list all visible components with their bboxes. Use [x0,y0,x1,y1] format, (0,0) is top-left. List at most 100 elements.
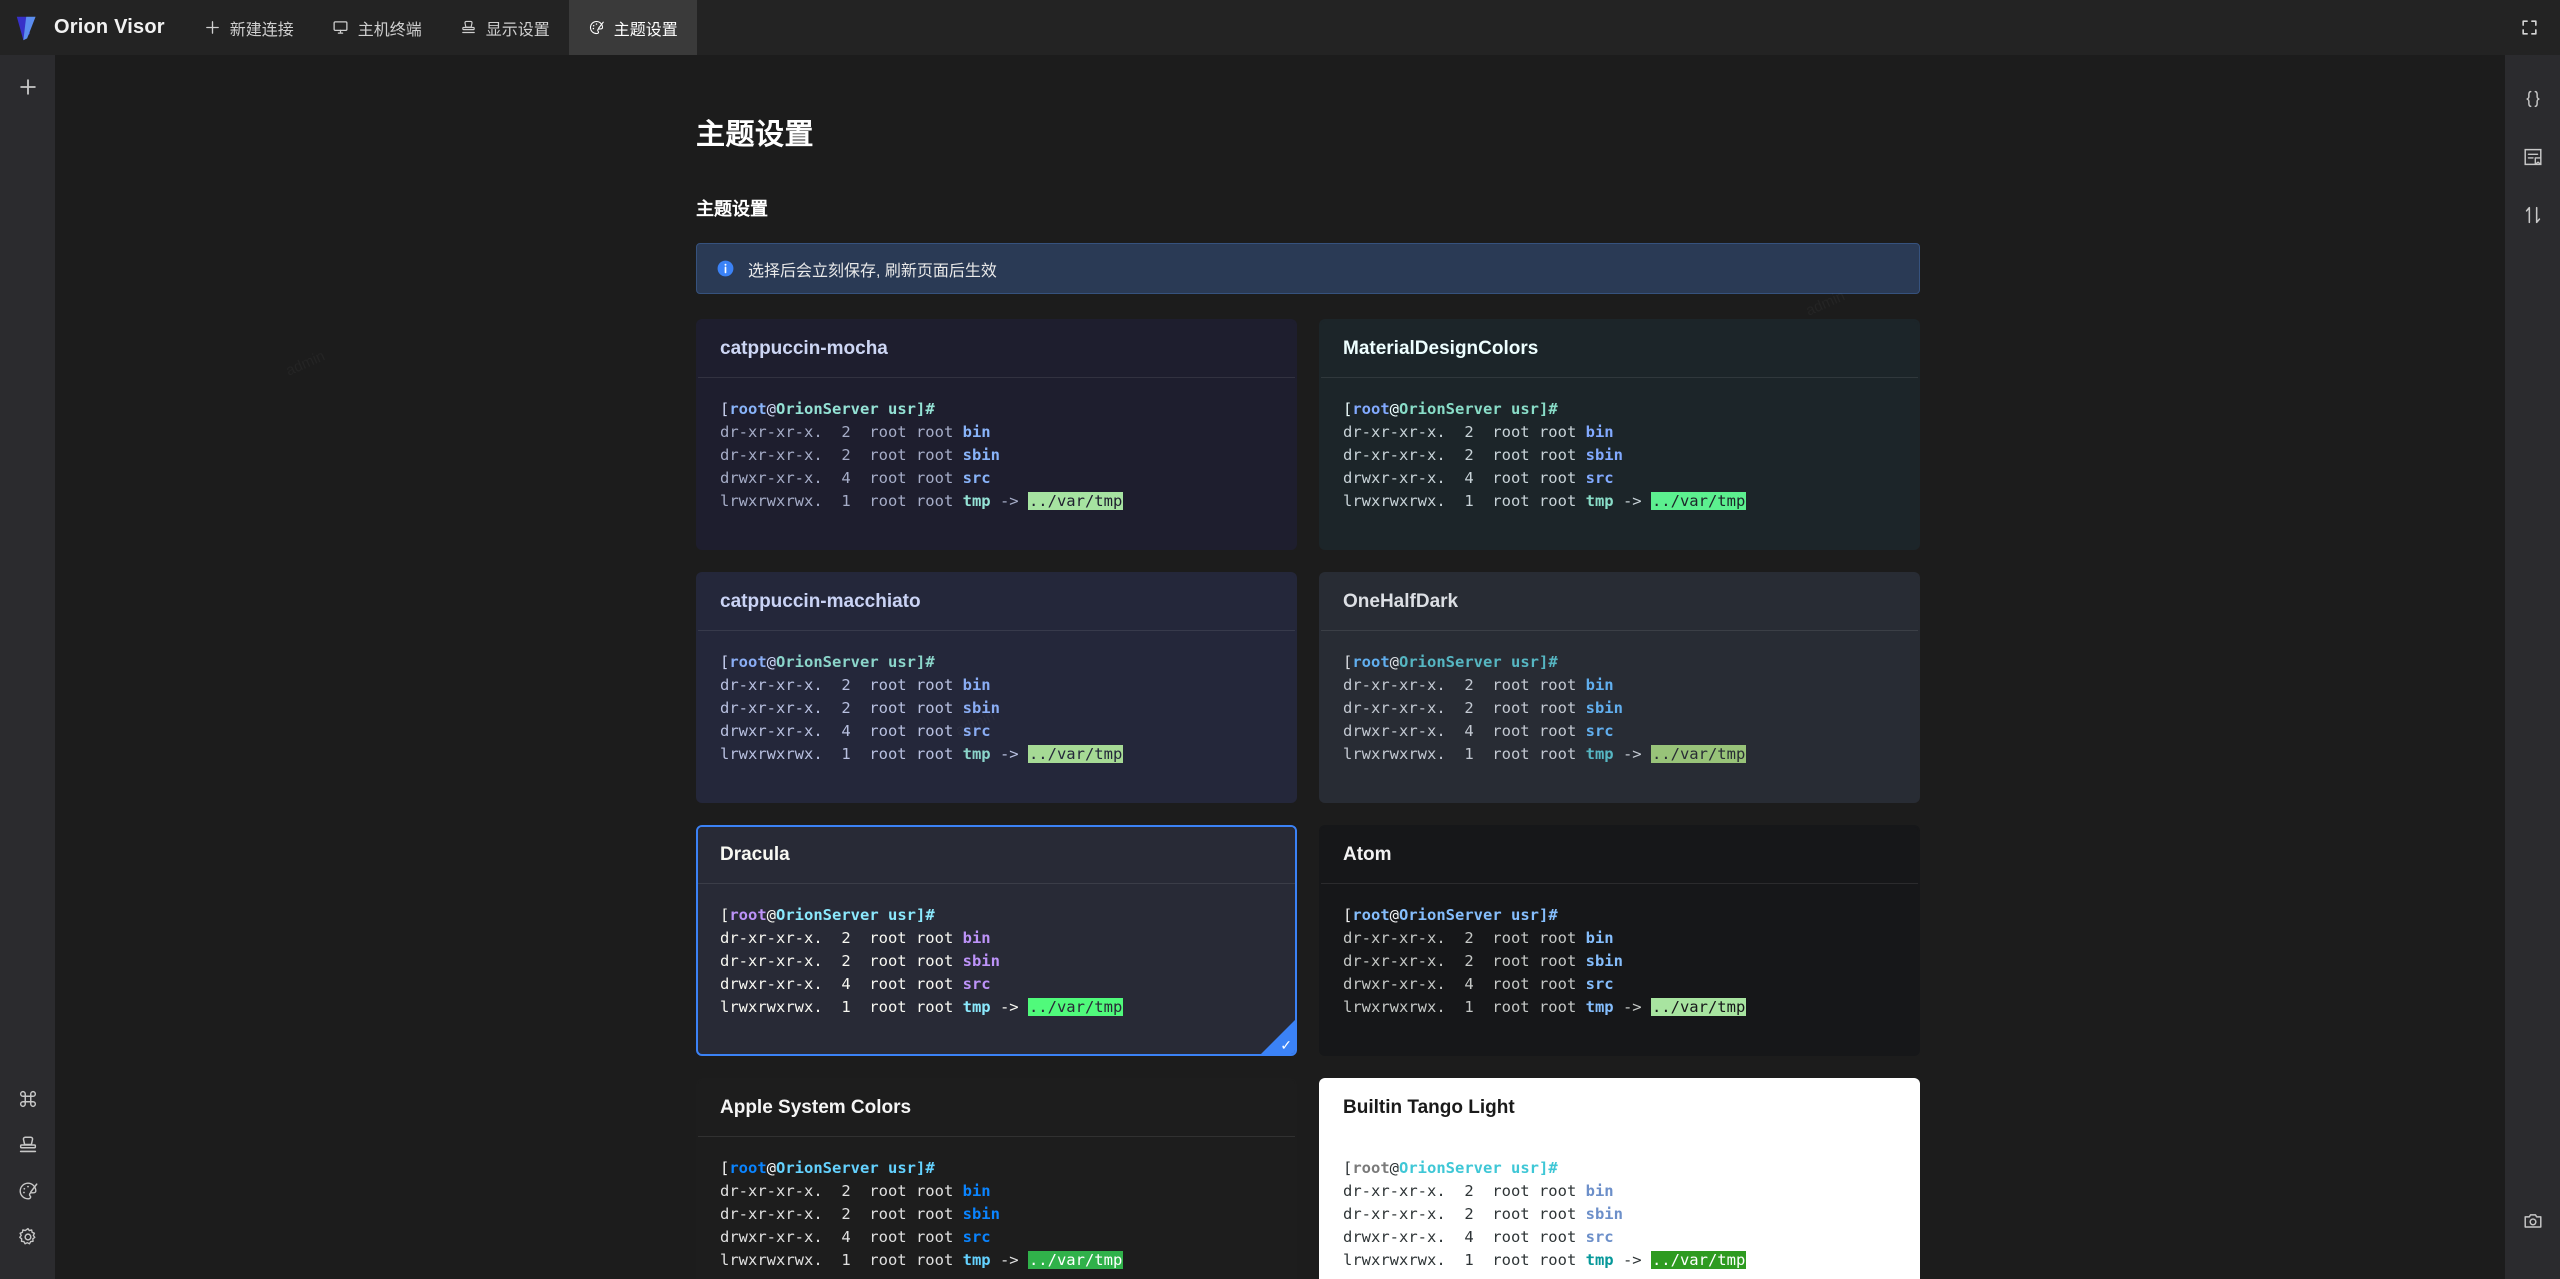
transfer-icon [2525,206,2540,224]
tab-new-connection[interactable]: 新建连接 [185,0,313,55]
theme-card[interactable]: Apple System Colors [root@OrionServer usr… [696,1078,1297,1279]
theme-grid: catppuccin-mocha [root@OrionServer usr]# d… [696,294,1920,1279]
stamp-icon [19,1136,36,1153]
theme-card-preview: [root@OrionServer usr]# dr-xr-xr-x. 2 roo… [1321,884,1918,1054]
terminal-row: lrwxrwxrwx. 1 root root tmp -> ../var/tm… [720,998,1124,1016]
snippet-icon [2523,148,2542,166]
alert-text: 选择后会立刻保存, 刷新页面后生效 [748,262,997,280]
theme-card-title: OneHalfDark [1321,574,1918,631]
terminal-row: dr-xr-xr-x. 2 root root bin [720,929,991,947]
camera-icon [2523,1214,2542,1228]
body: 主题设置 主题设置 选择后会立刻保存, 刷新页面后生效 catppuccin-m… [0,55,2560,1279]
theme-card-title: Builtin Tango Light [1321,1080,1918,1137]
terminal-row: dr-xr-xr-x. 2 root root bin [720,1182,991,1200]
terminal-row: lrwxrwxrwx. 1 root root tmp -> ../var/tm… [1343,492,1747,510]
tab-host-terminal[interactable]: 主机终端 [313,0,441,55]
brand-name: Orion Visor [54,16,165,38]
terminal-row: dr-xr-xr-x. 2 root root bin [720,423,991,441]
stamp-icon [461,20,475,34]
tab-display-settings[interactable]: 显示设置 [441,0,569,55]
tab-label: 主题设置 [613,21,678,39]
terminal-row: dr-xr-xr-x. 2 root root sbin [720,699,1000,717]
theme-card[interactable]: Builtin Tango Light [root@OrionServer usr… [1319,1078,1920,1279]
terminal-row: drwxr-xr-x. 4 root root src [1343,469,1614,487]
right-sidebar [2505,55,2560,1279]
theme-card-preview: [root@OrionServer usr]# dr-xr-xr-x. 2 roo… [1321,1137,1918,1279]
sidebar-item-screenshot[interactable] [2515,1203,2551,1239]
sidebar-item-settings[interactable] [10,1219,46,1255]
terminal-row: lrwxrwxrwx. 1 root root tmp -> ../var/tm… [1343,745,1747,763]
palette-icon [19,1182,37,1200]
sidebar-item-new-connection[interactable] [10,69,46,105]
theme-card-title: Dracula [698,827,1295,884]
theme-card[interactable]: OneHalfDark [root@OrionServer usr]# dr-xr-… [1319,572,1920,803]
sidebar-item-snippets[interactable] [2515,139,2551,175]
terminal-row: drwxr-xr-x. 4 root root src [1343,975,1614,993]
terminal-prompt: [root@OrionServer usr]# [1343,906,1558,924]
terminal-row: dr-xr-xr-x. 2 root root sbin [1343,1205,1623,1223]
theme-card-title: catppuccin-macchiato [698,574,1295,631]
theme-card-preview: [root@OrionServer usr]# dr-xr-xr-x. 2 roo… [1321,631,1918,801]
terminal-row: drwxr-xr-x. 4 root root src [720,469,991,487]
terminal-row: lrwxrwxrwx. 1 root root tmp -> ../var/tm… [720,745,1124,763]
sidebar-item-theme-settings[interactable] [10,1173,46,1209]
brand: Orion Visor [0,0,185,55]
theme-card[interactable]: MaterialDesignColors [root@OrionServer us… [1319,319,1920,550]
tab-label: 新建连接 [229,21,294,39]
theme-card[interactable]: catppuccin-macchiato [root@OrionServer us… [696,572,1297,803]
command-icon [19,1090,36,1108]
tab-label: 主机终端 [357,21,422,39]
terminal-row: dr-xr-xr-x. 2 root root sbin [1343,952,1623,970]
check-icon: ✓ [1280,1037,1292,1053]
terminal-row: dr-xr-xr-x. 2 root root sbin [1343,699,1623,717]
monitor-icon [333,21,348,34]
selected-check-corner [1261,1020,1295,1054]
orion-visor-logo-icon [16,16,36,40]
terminal-row: drwxr-xr-x. 4 root root src [720,722,991,740]
terminal-row: drwxr-xr-x. 4 root root src [720,1228,991,1246]
terminal-prompt: [root@OrionServer usr]# [1343,653,1558,671]
terminal-prompt: [root@OrionServer usr]# [1343,1159,1558,1177]
theme-card-preview: [root@OrionServer usr]# dr-xr-xr-x. 2 roo… [698,884,1295,1054]
theme-card-title: MaterialDesignColors [1321,321,1918,378]
sidebar-item-transfer[interactable] [2515,197,2551,233]
theme-card-title: catppuccin-mocha [698,321,1295,378]
plus-icon [205,21,219,34]
theme-card[interactable]: catppuccin-mocha [root@OrionServer usr]# d… [696,319,1297,550]
topbar-spacer [697,0,2512,55]
tab-theme-settings[interactable]: 主题设置 [568,0,697,55]
sidebar-item-command[interactable] [10,1081,46,1117]
top-tabs: 新建连接 主机终端 显示设置 [185,0,697,55]
terminal-row: dr-xr-xr-x. 2 root root bin [1343,676,1614,694]
terminal-row: lrwxrwxrwx. 1 root root tmp -> ../var/tm… [1343,998,1747,1016]
theme-card[interactable]: Dracula [root@OrionServer usr]# dr-xr-xr-x… [696,825,1297,1056]
terminal-row: dr-xr-xr-x. 2 root root bin [1343,1182,1614,1200]
terminal-row: lrwxrwxrwx. 1 root root tmp -> ../var/tm… [1343,1251,1747,1269]
sidebar-item-display-settings[interactable] [10,1127,46,1163]
terminal-row: lrwxrwxrwx. 1 root root tmp -> ../var/tm… [720,492,1124,510]
sidebar-item-variables[interactable] [2515,81,2551,117]
terminal-row: dr-xr-xr-x. 2 root root sbin [720,952,1000,970]
terminal-row: drwxr-xr-x. 4 root root src [720,975,991,993]
terminal-row: dr-xr-xr-x. 2 root root sbin [720,446,1000,464]
terminal-prompt: [root@OrionServer usr]# [720,653,935,671]
topbar-actions [2512,0,2560,55]
terminal-row: drwxr-xr-x. 4 root root src [1343,1228,1614,1246]
info-alert: 选择后会立刻保存, 刷新页面后生效 [696,243,1920,294]
braces-icon [2526,90,2539,108]
fullscreen-button[interactable] [2512,11,2546,45]
page-title: 主题设置 [696,119,815,151]
terminal-prompt: [root@OrionServer usr]# [720,1159,935,1177]
terminal-row: dr-xr-xr-x. 2 root root bin [720,676,991,694]
fullscreen-icon [2521,20,2537,35]
terminal-row: dr-xr-xr-x. 2 root root sbin [1343,446,1623,464]
terminal-row: drwxr-xr-x. 4 root root src [1343,722,1614,740]
theme-card-title: Atom [1321,827,1918,884]
palette-icon [589,20,604,35]
tab-label: 显示设置 [485,21,550,39]
theme-card[interactable]: Atom [root@OrionServer usr]# dr-xr-xr-x. 2… [1319,825,1920,1056]
terminal-row: dr-xr-xr-x. 2 root root bin [1343,423,1614,441]
top-bar: Orion Visor 新建连接 主机终端 [0,0,2560,55]
theme-card-preview: [root@OrionServer usr]# dr-xr-xr-x. 2 roo… [698,378,1295,548]
main-content: 主题设置 主题设置 选择后会立刻保存, 刷新页面后生效 catppuccin-m… [55,55,2505,1279]
